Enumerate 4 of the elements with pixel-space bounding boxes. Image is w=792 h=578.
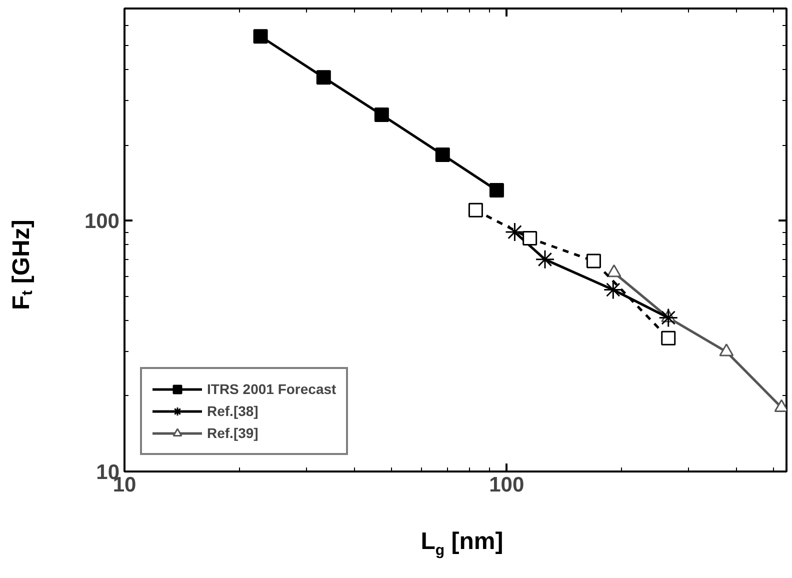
legend-label: Ref.[38] xyxy=(207,403,258,419)
legend-label: ITRS 2001 Forecast xyxy=(207,381,336,397)
x-axis-title: L$_{g}$ [nm] xyxy=(420,527,504,561)
legend-label: Ref.[39] xyxy=(207,425,258,441)
